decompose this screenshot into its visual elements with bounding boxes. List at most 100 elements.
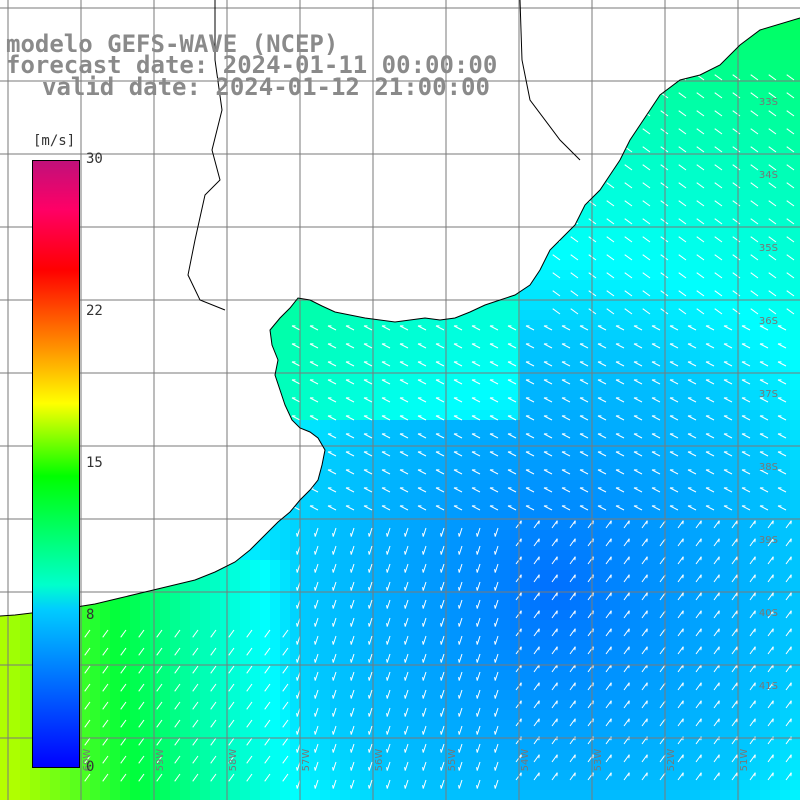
wind-cell bbox=[750, 130, 760, 140]
wind-cell bbox=[430, 370, 440, 380]
wind-cell bbox=[500, 560, 510, 570]
wind-cell bbox=[670, 400, 680, 410]
wind-cell bbox=[530, 410, 540, 420]
wind-cell bbox=[600, 580, 610, 590]
wind-cell bbox=[440, 440, 450, 450]
wind-cell bbox=[220, 620, 230, 630]
wind-cell bbox=[450, 500, 460, 510]
wind-cell bbox=[670, 170, 680, 180]
wind-cell bbox=[260, 570, 270, 580]
wind-cell bbox=[790, 60, 800, 70]
wind-cell bbox=[740, 180, 750, 190]
wind-cell bbox=[580, 350, 590, 360]
wind-cell bbox=[430, 490, 440, 500]
wind-cell bbox=[550, 420, 560, 430]
wind-cell bbox=[760, 90, 770, 100]
wind-cell bbox=[630, 330, 640, 340]
wind-cell bbox=[740, 360, 750, 370]
wind-cell bbox=[620, 170, 630, 180]
wind-cell bbox=[330, 440, 340, 450]
wind-cell bbox=[310, 500, 320, 510]
wind-cell bbox=[790, 140, 800, 150]
wind-cell bbox=[430, 610, 440, 620]
wind-cell bbox=[560, 270, 570, 280]
wind-cell bbox=[510, 300, 520, 310]
wind-cell bbox=[290, 410, 300, 420]
wind-cell bbox=[340, 530, 350, 540]
wind-cell bbox=[460, 440, 470, 450]
wind-cell bbox=[430, 420, 440, 430]
wind-cell bbox=[430, 450, 440, 460]
wind-cell bbox=[600, 260, 610, 270]
wind-cell bbox=[580, 340, 590, 350]
wind-cell bbox=[760, 140, 770, 150]
wind-cell bbox=[750, 580, 760, 590]
wind-cell bbox=[720, 320, 730, 330]
wind-cell bbox=[480, 480, 490, 490]
wind-cell bbox=[440, 320, 450, 330]
wind-cell bbox=[640, 130, 650, 140]
wind-cell bbox=[500, 430, 510, 440]
wind-cell bbox=[340, 420, 350, 430]
wind-cell bbox=[730, 550, 740, 560]
wind-cell bbox=[760, 330, 770, 340]
wind-cell bbox=[360, 560, 370, 570]
wind-cell bbox=[390, 480, 400, 490]
wind-cell bbox=[400, 420, 410, 430]
wind-cell bbox=[620, 450, 630, 460]
wind-cell bbox=[410, 350, 420, 360]
wind-cell bbox=[590, 320, 600, 330]
wind-cell bbox=[780, 430, 790, 440]
wind-cell bbox=[290, 600, 300, 610]
wind-cell bbox=[320, 430, 330, 440]
wind-cell bbox=[640, 480, 650, 490]
wind-cell bbox=[570, 320, 580, 330]
wind-cell bbox=[790, 270, 800, 280]
wind-cell bbox=[750, 80, 760, 90]
wind-cell bbox=[500, 380, 510, 390]
wind-cell bbox=[360, 470, 370, 480]
wind-cell bbox=[750, 540, 760, 550]
wind-cell bbox=[670, 180, 680, 190]
wind-cell bbox=[390, 450, 400, 460]
wind-cell bbox=[790, 300, 800, 310]
wind-cell bbox=[720, 370, 730, 380]
wind-cell bbox=[650, 590, 660, 600]
wind-cell bbox=[410, 470, 420, 480]
wind-cell bbox=[410, 400, 420, 410]
wind-cell bbox=[440, 480, 450, 490]
wind-cell bbox=[360, 530, 370, 540]
wind-cell bbox=[690, 280, 700, 290]
wind-cell bbox=[580, 480, 590, 490]
wind-cell bbox=[370, 500, 380, 510]
wind-cell bbox=[580, 440, 590, 450]
wind-cell bbox=[650, 330, 660, 340]
wind-cell bbox=[620, 570, 630, 580]
wind-cell bbox=[290, 540, 300, 550]
wind-cell bbox=[570, 240, 580, 250]
wind-cell bbox=[680, 240, 690, 250]
wind-cell bbox=[610, 540, 620, 550]
wind-cell bbox=[740, 120, 750, 130]
wind-cell bbox=[320, 600, 330, 610]
wind-cell bbox=[470, 420, 480, 430]
wind-cell bbox=[480, 530, 490, 540]
wind-cell bbox=[360, 570, 370, 580]
wind-cell bbox=[530, 600, 540, 610]
wind-cell bbox=[790, 610, 800, 620]
wind-cell bbox=[720, 470, 730, 480]
wind-cell bbox=[540, 290, 550, 300]
wind-cell bbox=[640, 520, 650, 530]
wind-cell bbox=[690, 110, 700, 120]
wind-cell bbox=[480, 600, 490, 610]
wind-cell bbox=[290, 550, 300, 560]
wind-cell bbox=[680, 560, 690, 570]
wind-cell bbox=[650, 170, 660, 180]
wind-cell bbox=[720, 540, 730, 550]
wind-cell bbox=[490, 410, 500, 420]
wind-cell bbox=[580, 210, 590, 220]
wind-cell bbox=[600, 380, 610, 390]
wind-cell bbox=[230, 610, 240, 620]
wind-cell bbox=[700, 560, 710, 570]
wind-cell bbox=[400, 500, 410, 510]
